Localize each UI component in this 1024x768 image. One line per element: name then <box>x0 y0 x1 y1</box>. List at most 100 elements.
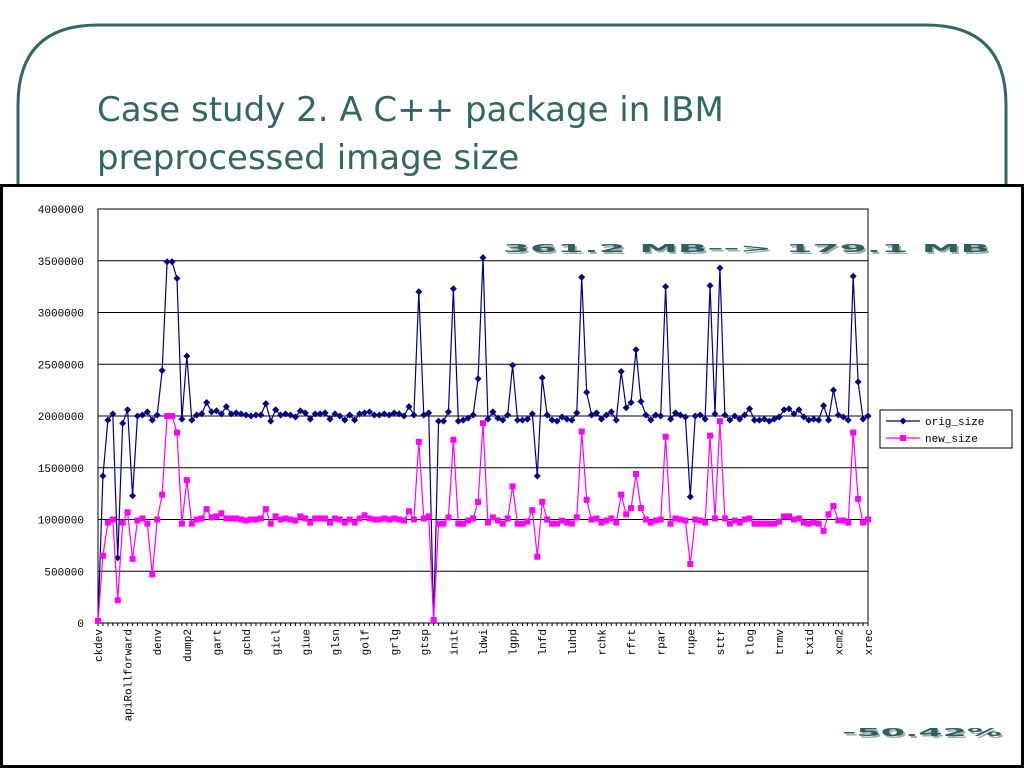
x-tick-label: rfrt <box>627 629 639 655</box>
data-point <box>104 519 111 526</box>
data-point <box>238 516 245 523</box>
data-point <box>692 516 699 523</box>
title-line: preprocessed image size <box>97 138 520 178</box>
data-point <box>701 415 709 423</box>
data-point <box>761 520 768 527</box>
data-point <box>830 503 837 510</box>
data-point <box>153 411 161 419</box>
data-point <box>697 517 704 524</box>
data-point <box>158 366 166 374</box>
data-point <box>138 411 146 419</box>
x-tick-label: lgpp <box>509 629 521 655</box>
data-point <box>237 410 245 418</box>
data-point <box>652 517 659 524</box>
data-point <box>212 407 220 415</box>
data-point <box>795 515 802 522</box>
data-point <box>558 413 566 421</box>
data-point <box>243 517 250 524</box>
x-tick-label: gchd <box>242 629 254 655</box>
data-point <box>178 520 185 527</box>
data-point <box>855 495 862 502</box>
data-point <box>588 411 596 419</box>
data-point <box>612 416 620 424</box>
data-point <box>223 515 230 522</box>
data-point <box>124 509 131 516</box>
data-point <box>583 388 591 396</box>
data-point <box>721 515 728 522</box>
data-point <box>173 274 181 282</box>
data-point <box>672 515 679 522</box>
data-point <box>248 516 255 523</box>
x-tick-label: rchk <box>597 629 609 656</box>
data-point <box>736 519 743 526</box>
data-point <box>292 517 299 524</box>
data-point <box>380 410 388 418</box>
data-point <box>840 517 847 524</box>
data-point <box>311 410 319 418</box>
data-point <box>470 515 477 522</box>
data-point <box>386 516 393 523</box>
data-point <box>766 520 773 527</box>
data-point <box>568 416 576 424</box>
data-point <box>331 515 338 522</box>
data-point <box>642 411 650 419</box>
data-point <box>99 472 107 480</box>
data-point <box>489 514 496 521</box>
data-point <box>287 411 294 419</box>
data-point <box>899 417 907 425</box>
x-tick-label: ldwi <box>479 629 491 656</box>
data-point <box>859 415 867 423</box>
data-point <box>558 517 565 524</box>
data-point <box>454 417 462 425</box>
data-point <box>302 515 309 522</box>
legend-label: orig_size <box>925 417 984 429</box>
x-tick-label: lnfd <box>538 629 550 655</box>
data-point <box>331 410 339 418</box>
data-point <box>623 511 630 518</box>
data-point <box>514 416 522 424</box>
data-point <box>583 496 590 503</box>
data-point <box>815 520 822 527</box>
data-point <box>786 513 793 520</box>
data-point <box>765 417 773 425</box>
chart-panel <box>0 184 1024 768</box>
data-point <box>578 428 585 435</box>
data-point <box>109 410 117 418</box>
data-point <box>277 516 284 523</box>
x-tick-label: golf <box>361 629 373 655</box>
data-point <box>731 517 738 524</box>
data-point <box>291 413 299 421</box>
data-point <box>726 416 734 424</box>
data-point <box>860 519 867 526</box>
data-point <box>805 416 813 424</box>
data-point <box>198 515 205 522</box>
data-point <box>257 411 265 419</box>
data-point <box>390 409 398 417</box>
x-tick-label: ckdev <box>94 629 106 662</box>
data-point <box>523 415 531 423</box>
data-point <box>440 520 447 527</box>
data-point <box>484 415 492 423</box>
data-point <box>242 411 250 419</box>
data-point <box>361 512 368 519</box>
data-point <box>425 513 432 520</box>
data-point <box>573 514 580 521</box>
y-tick-label: 4000000 <box>38 205 84 217</box>
data-point <box>672 409 679 417</box>
data-point <box>307 519 314 526</box>
data-point <box>835 517 842 524</box>
data-point <box>450 436 457 443</box>
data-point <box>844 416 852 424</box>
data-point <box>193 411 201 419</box>
data-point <box>193 516 200 523</box>
data-point <box>267 417 275 425</box>
data-point <box>188 520 195 527</box>
data-point <box>430 616 437 623</box>
data-point <box>549 520 556 527</box>
data-point <box>139 515 146 522</box>
data-point <box>129 555 136 562</box>
data-point <box>272 406 280 414</box>
data-point <box>445 514 452 521</box>
x-tick-label: rupe <box>686 629 698 655</box>
data-point <box>287 516 294 523</box>
